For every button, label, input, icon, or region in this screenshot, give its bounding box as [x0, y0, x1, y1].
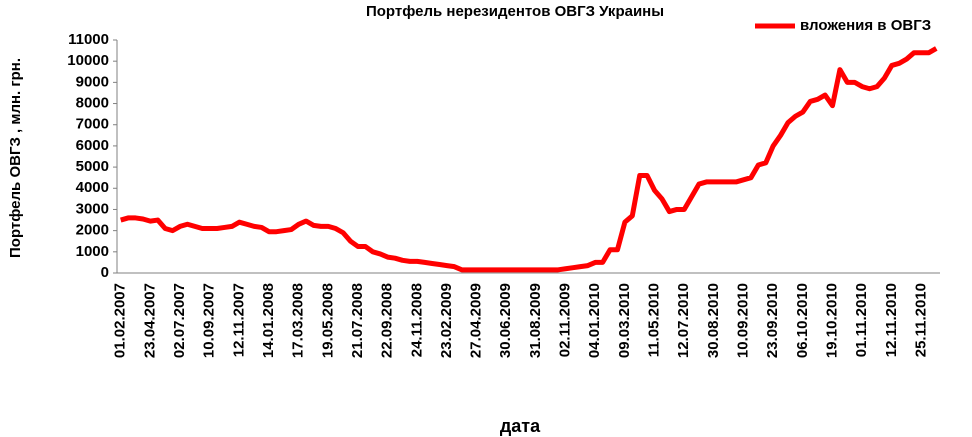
x-tick-label: 17.03.2008: [290, 283, 307, 358]
chart-title: Портфель нерезидентов ОВГЗ Украины: [366, 3, 664, 20]
line-series: [120, 46, 938, 273]
x-tick-label: 21.07.2008: [349, 283, 366, 358]
x-tick-label: 23.09.2010: [764, 283, 781, 358]
x-tick-label: 12.11.2007: [230, 283, 247, 357]
y-tick-label: 10000: [67, 52, 109, 69]
x-tick-label: 24.11.2008: [408, 283, 425, 357]
x-axis-label: дата: [500, 416, 541, 436]
x-tick-label: 11.05.2010: [646, 283, 663, 357]
x-tick-label: 19.10.2010: [823, 283, 840, 358]
x-tick-label: 27.04.2009: [468, 283, 485, 358]
x-tick-label: 06.10.2010: [794, 283, 811, 358]
y-tick-label: 5000: [76, 158, 109, 175]
x-tick-label: 02.07.2007: [171, 283, 188, 358]
x-tick-label: 10.09.2010: [734, 283, 751, 358]
x-tick-label: 14.01.2008: [260, 283, 277, 358]
x-tick-label: 10.09.2007: [201, 283, 218, 358]
x-tick-label: 22.09.2008: [379, 283, 396, 358]
x-tick-label: 04.01.2010: [586, 283, 603, 358]
x-tick-label: 19.05.2008: [319, 283, 336, 358]
y-tick-label: 9000: [76, 73, 109, 90]
x-tick-label: 23.02.2009: [438, 283, 455, 358]
x-tick-label: 12.11.2010: [883, 283, 900, 357]
x-tick-label: 25.11.2010: [912, 283, 929, 357]
x-tick-label: 02.11.2009: [557, 283, 574, 357]
y-tick-label: 4000: [76, 179, 109, 196]
y-axis-label: Портфель ОВГЗ , млн. грн.: [7, 58, 24, 258]
x-tick-label: 12.07.2010: [675, 283, 692, 358]
y-tick-label: 0: [101, 264, 109, 281]
y-tick-label: 8000: [76, 95, 109, 112]
y-tick-label: 7000: [76, 116, 109, 133]
x-tick-label: 30.08.2010: [705, 283, 722, 358]
y-tick-label: 11000: [68, 31, 109, 48]
x-tick-label: 30.06.2009: [497, 283, 514, 358]
x-tick-label: 01.11.2010: [853, 283, 870, 357]
legend-label: вложения в ОВГЗ: [800, 17, 931, 34]
y-tick-label: 6000: [76, 137, 109, 154]
x-tick-label: 31.08.2009: [527, 283, 544, 358]
y-tick-label: 2000: [76, 222, 109, 239]
x-tick-label: 09.03.2010: [616, 283, 633, 358]
x-tick-label: 01.02.2007: [112, 283, 129, 358]
x-tick-label: 23.04.2007: [141, 283, 158, 358]
y-tick-label: 1000: [76, 243, 109, 260]
y-tick-label: 3000: [76, 200, 109, 217]
